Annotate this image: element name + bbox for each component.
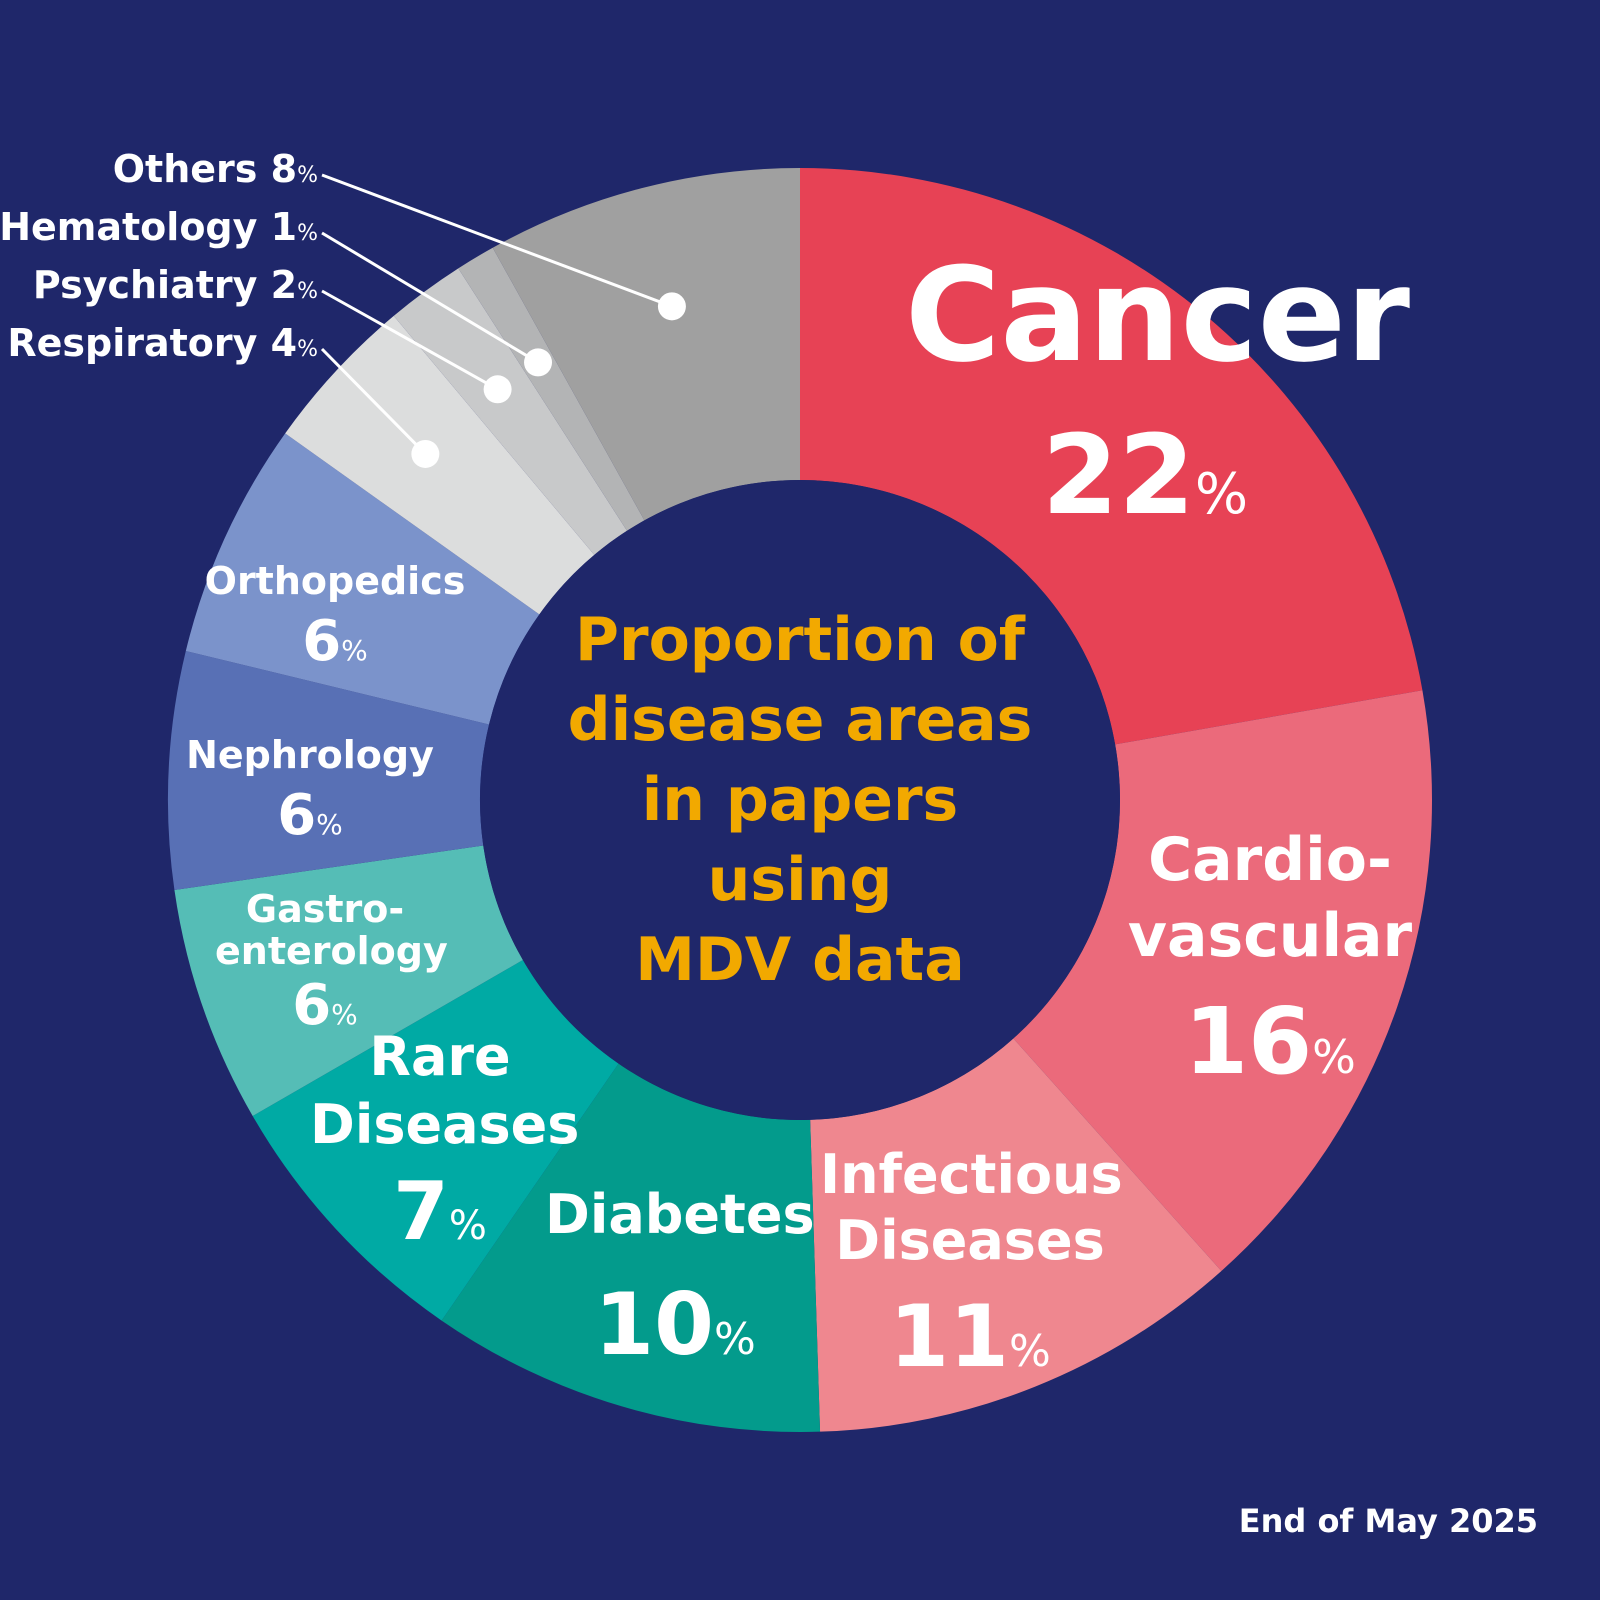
label-cardio-line2: vascular	[1127, 901, 1413, 971]
leader-dot-hema	[524, 348, 553, 377]
label-others: Others 8%	[112, 147, 318, 191]
label-others-name: Others	[112, 147, 258, 191]
label-nephrology-value: 6	[277, 783, 317, 848]
leader-dot-others	[657, 292, 686, 321]
slice-psych	[393, 268, 627, 555]
leader-line-psych	[321, 289, 499, 391]
slice-ortho	[185, 433, 540, 725]
slice-cancer	[800, 168, 1423, 745]
slice-cardio	[1013, 690, 1432, 1272]
label-hematology-value: 1	[270, 205, 298, 249]
label-rare: Rare Diseases 7%	[310, 1025, 580, 1258]
label-psychiatry: Psychiatry 2%	[32, 263, 318, 307]
leader-line-resp	[320, 347, 427, 456]
label-diabetes-value: 10	[594, 1275, 714, 1375]
donut-slices	[168, 168, 1432, 1432]
label-psychiatry-value: 2	[270, 263, 298, 307]
label-nephrology-name: Nephrology	[186, 733, 434, 777]
label-cancer-name: Cancer	[905, 239, 1411, 391]
label-others-value: 8	[270, 147, 298, 191]
label-infectious-line1: Infectious	[820, 1143, 1123, 1206]
label-infectious-value: 11	[889, 1287, 1009, 1387]
slice-diabetes	[441, 1063, 821, 1432]
label-gastro-value: 6	[292, 973, 332, 1038]
label-rare-line2: Diseases	[310, 1093, 580, 1156]
label-hematology: Hematology 1%	[0, 205, 318, 249]
slice-nephro	[168, 651, 490, 890]
label-gastro: Gastro- enterology 6%	[215, 887, 448, 1038]
slice-hema	[458, 247, 645, 531]
label-respiratory-name: Respiratory	[7, 321, 258, 365]
label-diabetes: Diabetes 10%	[545, 1183, 815, 1375]
label-nephrology: Nephrology 6%	[180, 736, 440, 844]
slice-infectious	[810, 1038, 1222, 1432]
label-gastro-line1: Gastro-	[245, 887, 405, 931]
label-respiratory: Respiratory 4%	[7, 321, 318, 365]
label-cardio-value: 16	[1184, 988, 1313, 1095]
label-orthopedics-name: Orthopedics	[204, 559, 466, 603]
chart-title-line: in papers	[641, 765, 959, 835]
label-hematology-name: Hematology	[0, 205, 258, 249]
label-respiratory-value: 4	[270, 321, 298, 365]
donut-hole	[480, 480, 1120, 1120]
label-orthopedics: Orthopedics 6%	[200, 562, 470, 670]
label-cancer: Cancer 22%	[905, 239, 1411, 539]
slice-gastro	[174, 845, 523, 1116]
chart-title-line: Proportion of	[575, 605, 1025, 675]
slice-rare	[252, 960, 619, 1321]
label-cardio-line1: Cardio-	[1148, 825, 1392, 895]
chart-title-line: MDV data	[635, 925, 965, 995]
label-rare-value: 7	[393, 1165, 449, 1258]
chart-title: Proportion of disease areas in papers us…	[560, 600, 1040, 1000]
label-gastro-line2: enterology	[215, 929, 448, 973]
label-infectious: Infectious Diseases 11%	[820, 1143, 1123, 1387]
label-orthopedics-value: 6	[302, 609, 342, 674]
label-infectious-line2: Diseases	[835, 1209, 1105, 1272]
label-rare-line1: Rare	[369, 1025, 511, 1088]
label-diabetes-name: Diabetes	[545, 1183, 815, 1246]
label-cardiovascular: Cardio- vascular 16%	[1120, 830, 1420, 1088]
leader-dot-resp	[411, 439, 440, 468]
chart-title-line: using	[707, 845, 893, 915]
date-annotation: End of May 2025	[1238, 1502, 1538, 1540]
chart-title-line: disease areas	[567, 685, 1033, 755]
leader-line-others	[321, 173, 673, 308]
slice-others	[492, 168, 800, 521]
label-cancer-value: 22	[1041, 411, 1195, 539]
label-psychiatry-name: Psychiatry	[32, 263, 258, 307]
leader-line-hema	[321, 231, 539, 364]
leader-dot-psych	[483, 375, 512, 404]
leader-lines	[320, 173, 686, 468]
